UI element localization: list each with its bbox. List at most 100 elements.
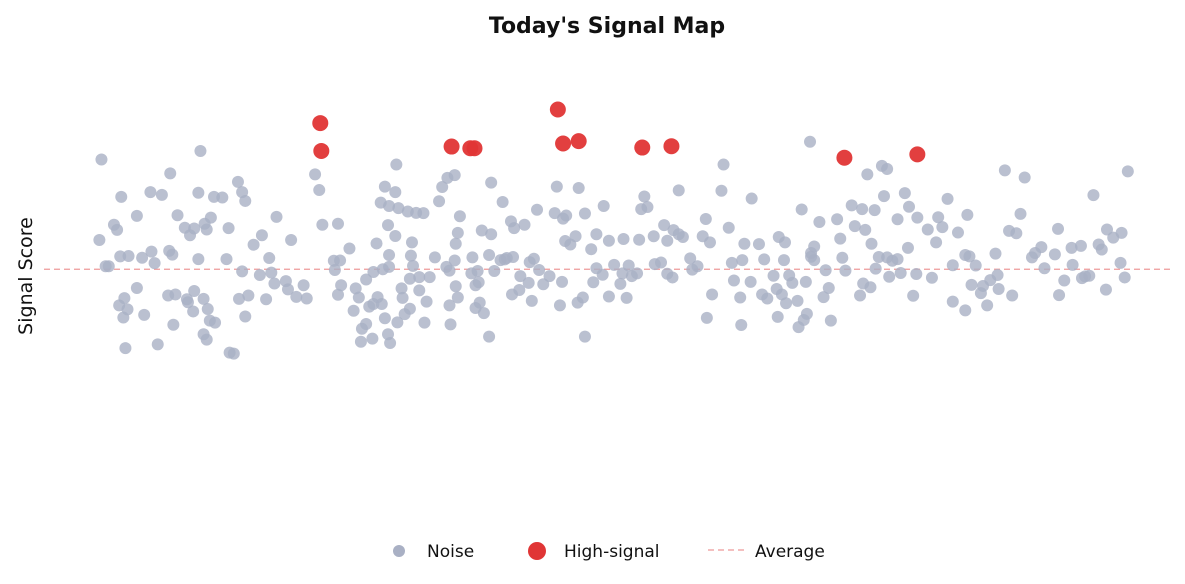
- noise-point: [961, 208, 974, 221]
- noise-point: [989, 247, 1002, 260]
- noise-point: [865, 237, 878, 250]
- noise-point: [297, 279, 310, 292]
- noise-point: [396, 291, 409, 304]
- noise-points: [93, 135, 1134, 360]
- noise-point: [313, 184, 326, 197]
- noise-point: [197, 292, 210, 305]
- noise-point: [466, 251, 479, 264]
- noise-point: [418, 316, 431, 329]
- noise-point: [169, 288, 182, 301]
- noise-point: [661, 234, 674, 247]
- noise-point: [666, 271, 679, 284]
- high-signal-point: [634, 139, 651, 156]
- noise-point: [130, 281, 143, 294]
- noise-point: [404, 249, 417, 262]
- noise-point: [655, 256, 668, 269]
- legend-high-signal-marker: [528, 542, 546, 560]
- noise-point: [869, 262, 882, 275]
- noise-point: [761, 292, 774, 305]
- noise-point: [378, 312, 391, 325]
- noise-point: [638, 190, 651, 203]
- noise-point: [201, 303, 214, 316]
- noise-point: [417, 207, 430, 220]
- noise-point: [300, 292, 313, 305]
- noise-point: [119, 342, 132, 355]
- noise-point: [349, 282, 362, 295]
- noise-point: [861, 168, 874, 181]
- noise-point: [533, 263, 546, 276]
- noise-point: [255, 229, 268, 242]
- high-signal-point: [663, 138, 680, 155]
- noise-point: [550, 180, 563, 193]
- noise-point: [676, 230, 689, 243]
- noise-point: [508, 222, 521, 235]
- noise-point: [795, 203, 808, 216]
- noise-point: [95, 153, 108, 166]
- legend-high-signal-label: High-signal: [564, 542, 660, 562]
- noise-point: [824, 314, 837, 327]
- noise-point: [392, 202, 405, 215]
- noise-point: [992, 283, 1005, 295]
- noise-point: [331, 288, 344, 301]
- noise-point: [483, 249, 496, 261]
- noise-point: [602, 290, 615, 303]
- high-signal-point: [549, 101, 566, 118]
- noise-point: [477, 307, 490, 320]
- noise-point: [614, 277, 627, 290]
- noise-point: [631, 267, 644, 280]
- noise-point: [831, 213, 844, 226]
- noise-point: [451, 291, 464, 304]
- noise-point: [758, 253, 771, 266]
- noise-point: [543, 270, 556, 283]
- noise-point: [222, 222, 235, 235]
- noise-point: [930, 236, 943, 249]
- noise-point: [239, 310, 252, 323]
- noise-point: [391, 316, 404, 329]
- noise-point: [522, 276, 535, 289]
- noise-point: [111, 223, 124, 236]
- noise-point: [1118, 271, 1131, 284]
- noise-point: [864, 281, 877, 294]
- noise-point: [281, 283, 294, 296]
- noise-point: [268, 277, 281, 290]
- noise-point: [898, 187, 911, 200]
- noise-point: [413, 284, 426, 297]
- noise-point: [1010, 227, 1023, 240]
- noise-point: [965, 278, 978, 291]
- noise-point: [672, 184, 685, 197]
- noise-point: [485, 228, 498, 241]
- noise-point: [448, 254, 461, 267]
- noise-point: [1014, 207, 1027, 220]
- noise-point: [366, 332, 379, 345]
- legend-noise-label: Noise: [427, 542, 474, 562]
- noise-point: [403, 302, 416, 315]
- noise-point: [253, 269, 266, 282]
- noise-point: [921, 223, 934, 236]
- noise-point: [514, 270, 527, 283]
- noise-point: [247, 238, 260, 251]
- noise-point: [121, 303, 134, 316]
- noise-point: [378, 180, 391, 193]
- high-signal-point: [570, 133, 587, 150]
- noise-point: [136, 251, 149, 264]
- noise-point: [1035, 241, 1048, 254]
- noise-point: [537, 278, 550, 291]
- noise-point: [597, 200, 610, 213]
- noise-point: [859, 223, 872, 236]
- noise-point: [403, 272, 416, 285]
- noise-point: [352, 291, 365, 304]
- noise-point: [991, 269, 1004, 282]
- noise-point: [715, 184, 728, 197]
- noise-point: [836, 251, 849, 264]
- noise-point: [691, 260, 704, 273]
- high-signal-point: [836, 149, 853, 166]
- noise-point: [220, 253, 233, 266]
- noise-point: [448, 169, 461, 182]
- noise-point: [620, 291, 633, 304]
- noise-point: [469, 279, 482, 292]
- noise-point: [1121, 165, 1134, 178]
- noise-point: [449, 237, 462, 250]
- noise-point: [569, 230, 582, 243]
- high-signal-point: [312, 115, 329, 132]
